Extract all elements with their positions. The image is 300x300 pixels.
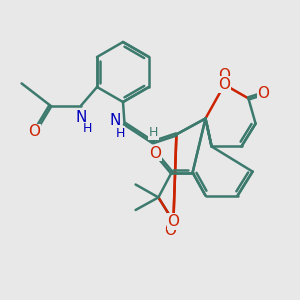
Text: N: N <box>109 113 121 128</box>
Text: O: O <box>167 214 179 229</box>
Text: O: O <box>28 124 40 140</box>
Text: O: O <box>149 146 161 160</box>
Text: N: N <box>76 110 87 125</box>
Text: H: H <box>115 127 125 140</box>
Text: O: O <box>218 77 230 92</box>
Text: H: H <box>82 122 92 136</box>
Text: O: O <box>218 68 230 83</box>
Text: H: H <box>149 126 158 139</box>
Text: O: O <box>257 86 269 101</box>
Text: O: O <box>164 223 176 238</box>
